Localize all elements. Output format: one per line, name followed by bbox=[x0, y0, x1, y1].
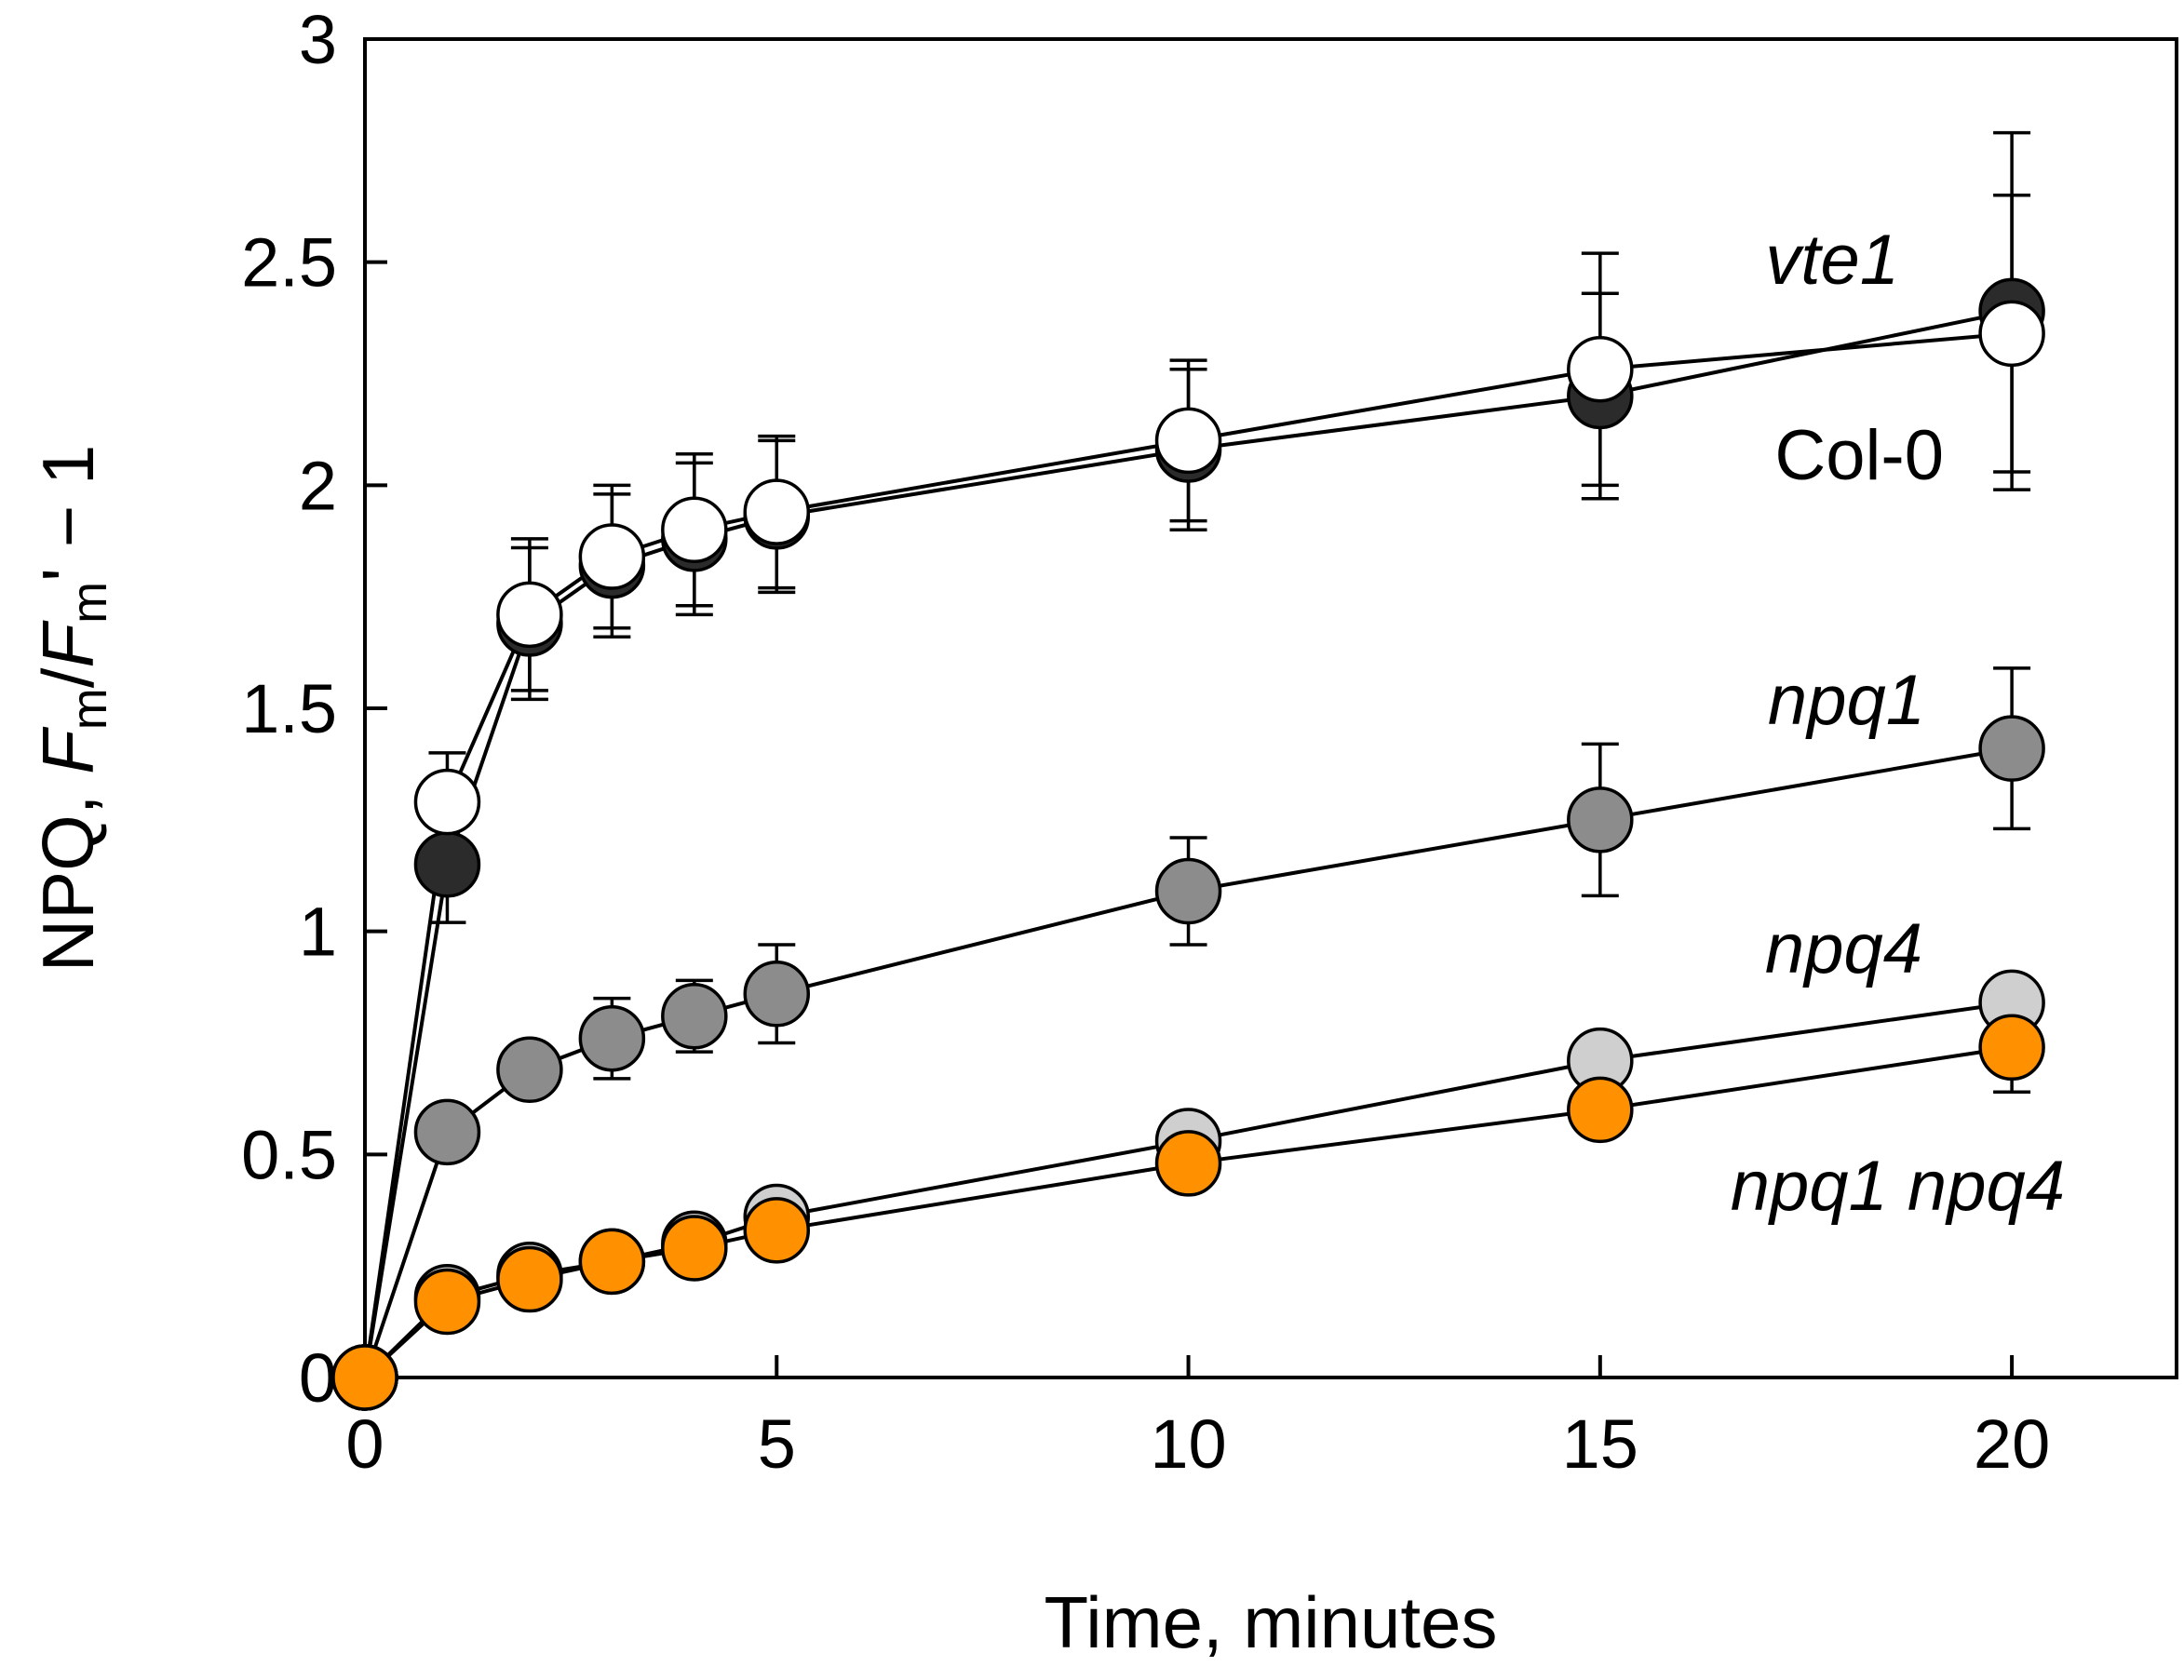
data-point-npq1-npq4 bbox=[661, 1215, 728, 1282]
data-point-npq1 bbox=[578, 1004, 646, 1072]
series-label-vte1: vte1 bbox=[1765, 221, 1899, 300]
y-label-f2: F bbox=[27, 620, 109, 668]
data-point-col-0 bbox=[1567, 335, 1634, 403]
y-tick-label: 0 bbox=[299, 1339, 337, 1417]
y-label-suffix: ' − 1 bbox=[27, 445, 109, 582]
data-point-npq1-npq4 bbox=[1567, 1076, 1634, 1144]
data-point-col-0 bbox=[661, 496, 728, 564]
x-tick-label: 5 bbox=[758, 1405, 796, 1483]
series-label-npq1-npq4: npq1 npq4 bbox=[1731, 1147, 2065, 1226]
x-axis-ticks: 0 5 10 15 20 bbox=[345, 1355, 2050, 1483]
data-point-col-0 bbox=[1978, 300, 2045, 368]
data-point-npq1 bbox=[1978, 715, 2045, 782]
x-tick-label: 20 bbox=[1974, 1405, 2050, 1483]
data-point-npq1-npq4 bbox=[413, 1268, 481, 1336]
series-label-npq1: npq1 bbox=[1768, 661, 1925, 740]
series-label-npq4: npq4 bbox=[1765, 909, 1922, 988]
data-point-npq1 bbox=[496, 1036, 563, 1104]
data-point-npq1 bbox=[413, 1098, 481, 1166]
data-point-npq1 bbox=[1154, 857, 1222, 925]
data-point-col-0 bbox=[496, 581, 563, 649]
y-axis-ticks: 0 0.5 1 1.5 2 2.5 3 bbox=[241, 1, 387, 1417]
series-labels: vte1 Col-0 npq1 npq4 npq1 npq4 bbox=[1731, 221, 2065, 1226]
y-label-prefix: NPQ, bbox=[27, 774, 109, 972]
data-point-npq1 bbox=[743, 961, 811, 1028]
data-point-npq1-npq4 bbox=[1154, 1130, 1222, 1197]
series-layer bbox=[331, 130, 2045, 1411]
x-tick-label: 15 bbox=[1562, 1405, 1638, 1483]
y-tick-label: 0.5 bbox=[241, 1116, 337, 1193]
data-point-npq1-npq4 bbox=[743, 1197, 811, 1264]
x-axis-label: Time, minutes bbox=[1045, 1581, 1498, 1663]
y-axis-label: NPQ, Fm/Fm' − 1 bbox=[27, 445, 117, 973]
y-label-slash: / bbox=[27, 667, 109, 688]
x-tick-label: 0 bbox=[345, 1405, 384, 1483]
data-point-col-0 bbox=[1154, 407, 1222, 475]
data-point-npq1-npq4 bbox=[496, 1245, 563, 1313]
y-tick-label: 3 bbox=[299, 1, 337, 78]
data-point-col-0 bbox=[578, 523, 646, 590]
y-tick-label: 2.5 bbox=[241, 224, 337, 302]
data-point-npq1 bbox=[661, 982, 728, 1050]
data-point-col-0 bbox=[743, 478, 811, 545]
y-label-f1: F bbox=[27, 726, 109, 774]
y-tick-label: 1.5 bbox=[241, 670, 337, 747]
series-label-col-0: Col-0 bbox=[1774, 416, 1944, 495]
y-tick-label: 2 bbox=[299, 447, 337, 524]
data-point-col-0 bbox=[413, 768, 481, 836]
data-point-npq1 bbox=[1567, 786, 1634, 853]
data-point-npq1-npq4 bbox=[578, 1228, 646, 1296]
data-point-npq1-npq4 bbox=[331, 1344, 398, 1411]
data-point-vte1 bbox=[413, 831, 481, 898]
y-label-sub2: m bbox=[61, 582, 117, 624]
x-tick-label: 10 bbox=[1150, 1405, 1226, 1483]
data-point-npq1-npq4 bbox=[1978, 1014, 2045, 1082]
y-label-sub1: m bbox=[61, 688, 117, 730]
y-tick-label: 1 bbox=[299, 894, 337, 971]
